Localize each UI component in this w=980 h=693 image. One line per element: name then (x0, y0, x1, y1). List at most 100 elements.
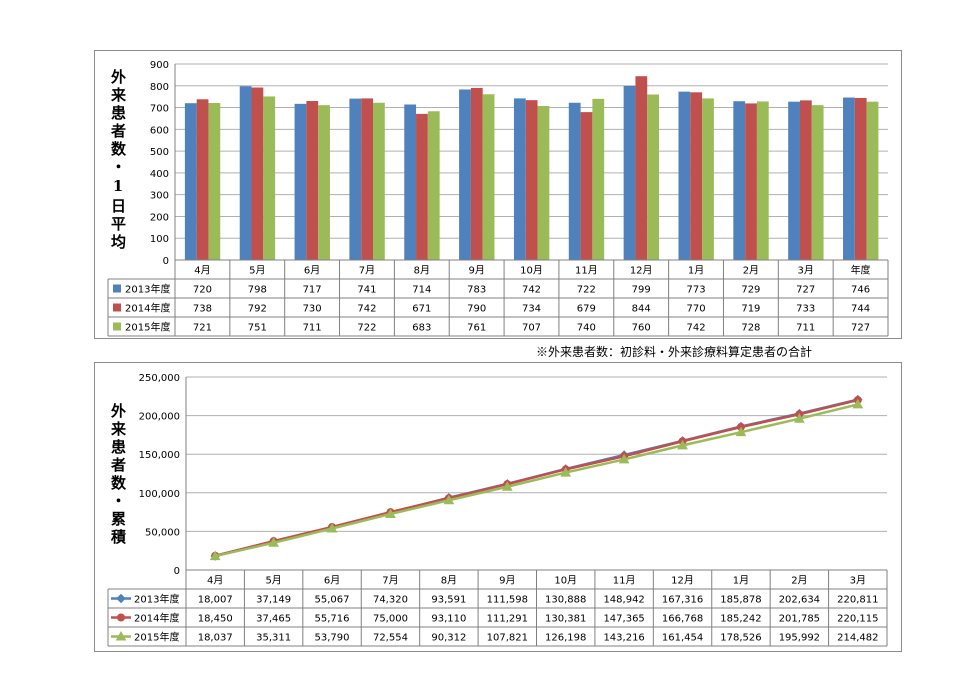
footnote: ※外来患者数：初診料・外来診療料算定患者の合計 (536, 345, 813, 359)
cumulative-chart-panel: 外来患者数・累積 0 50,000 100,000 150,000 200,000 250… (94, 362, 902, 652)
bar-chart-svg: 0 100 200 300 400 500 600 700 800 900 4月 5月 6月 7月 8月 9月… (107, 60, 889, 337)
category-label: 9月 (499, 575, 515, 587)
bar (866, 101, 879, 260)
bar (482, 94, 495, 260)
data-label: 126,198 (545, 633, 586, 644)
legend-label: 2014年度 (134, 612, 179, 625)
data-label: 727 (851, 323, 870, 334)
bar (239, 86, 252, 260)
data-label: 18,450 (198, 614, 233, 625)
data-label: 220,811 (837, 595, 878, 606)
line-chart-ylabel: 外来患者数・累積 (109, 403, 127, 547)
y-tick-label: 300 (150, 191, 169, 202)
bar (690, 92, 703, 260)
legend-label: 2015年度 (125, 321, 170, 334)
category-label: 4月 (194, 265, 210, 277)
bar (568, 102, 581, 260)
bar (756, 101, 769, 260)
y-tick-label: 50,000 (145, 527, 180, 538)
y-tick-label: 0 (163, 256, 169, 267)
category-label: 5月 (265, 575, 281, 587)
data-label: 799 (632, 285, 651, 296)
data-label: 143,216 (603, 633, 644, 644)
category-label: 8月 (414, 265, 430, 277)
data-point (560, 467, 572, 477)
data-label: 107,821 (487, 633, 528, 644)
data-label: 679 (577, 304, 596, 315)
y-tick-label: 200 (150, 212, 169, 223)
category-label: 11月 (613, 575, 636, 587)
legend-label: 2014年度 (125, 302, 170, 315)
bar (251, 87, 264, 260)
bar (361, 98, 373, 260)
data-label: 744 (851, 304, 870, 315)
data-label: 185,878 (720, 595, 761, 606)
line-chart-svg: 0 50,000 100,000 150,000 200,000 250,000 4月 5月 6… (107, 373, 888, 647)
data-label: 742 (357, 304, 376, 315)
bar (318, 105, 330, 260)
y-tick-label: 600 (150, 125, 169, 136)
category-label: 8月 (441, 575, 457, 587)
data-label: 93,110 (431, 614, 466, 625)
legend-marker (115, 630, 127, 641)
data-label: 773 (686, 285, 705, 296)
data-label: 761 (467, 323, 486, 334)
bar (306, 101, 319, 260)
category-label: 2月 (791, 575, 807, 587)
category-label: 3月 (850, 575, 866, 587)
data-label: 798 (248, 285, 267, 296)
bar (208, 102, 221, 260)
data-label: 740 (577, 323, 596, 334)
category-label: 2月 (743, 265, 759, 277)
data-point (443, 494, 455, 505)
category-label: 7月 (359, 265, 375, 277)
data-point (852, 398, 864, 409)
series-line (214, 398, 859, 557)
data-label: 166,768 (662, 614, 703, 625)
category-label: 6月 (324, 575, 340, 587)
y-tick-label: 150,000 (139, 450, 180, 461)
category-label: 1月 (733, 575, 749, 587)
data-label: 728 (741, 323, 760, 334)
category-label: 9月 (468, 265, 484, 277)
data-label: 202,634 (779, 595, 820, 606)
data-point (618, 453, 630, 464)
bar (647, 94, 660, 260)
data-label: 719 (741, 304, 760, 315)
data-label: 201,785 (779, 614, 820, 625)
y-tick-label: 500 (150, 147, 169, 158)
data-label: 53,790 (315, 633, 350, 644)
y-tick-label: 400 (150, 169, 169, 180)
bar (294, 103, 307, 260)
data-label: 130,381 (545, 614, 586, 625)
data-point (794, 413, 805, 423)
data-point (735, 426, 747, 437)
data-label: 733 (796, 304, 815, 315)
y-tick-label: 700 (150, 104, 169, 115)
category-label: 1月 (688, 265, 704, 277)
data-label: 742 (522, 285, 541, 296)
y-tick-label: 100,000 (139, 489, 180, 500)
category-label: 4月 (207, 575, 223, 587)
data-label: 792 (248, 304, 267, 315)
bar (592, 98, 605, 260)
legend-label: 2013年度 (125, 283, 170, 296)
daily-average-chart-panel: 外来患者数・1日平均 0 100 200 300 400 500 600 700 800 900 4… (94, 50, 902, 339)
bar (799, 100, 812, 260)
data-label: 711 (303, 323, 322, 334)
bar (196, 99, 209, 260)
y-tick-label: 900 (150, 60, 169, 71)
bar (513, 98, 526, 260)
legend-marker (117, 613, 125, 622)
y-tick-label: 0 (174, 566, 180, 577)
legend-swatch (113, 284, 121, 293)
bar (854, 97, 867, 260)
data-point (501, 481, 513, 491)
y-tick-label: 800 (150, 82, 169, 93)
data-label: 55,716 (315, 614, 350, 625)
data-point (385, 508, 396, 518)
data-label: 721 (193, 323, 212, 334)
data-label: 214,482 (837, 633, 878, 644)
bar (843, 97, 855, 260)
data-label: 167,316 (662, 595, 703, 606)
